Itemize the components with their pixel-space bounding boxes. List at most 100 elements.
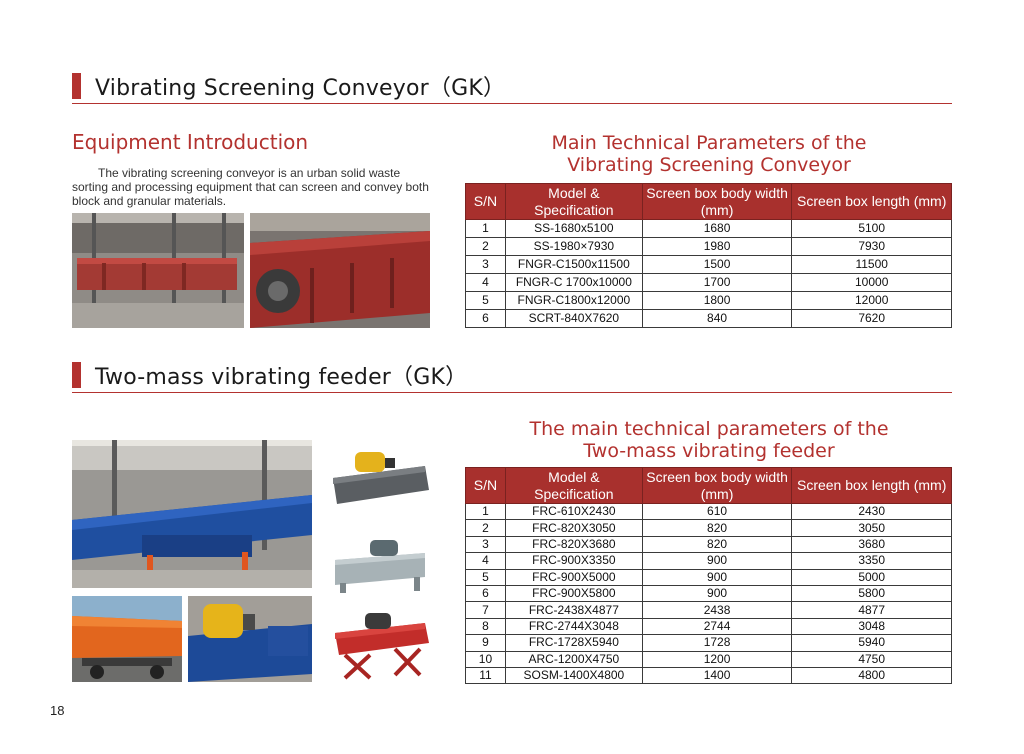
cell-model: FRC-900X5800 — [504, 584, 643, 603]
vibrating-feeder-photo-silver-unit — [330, 525, 430, 595]
cell-model: FRC-820X3680 — [504, 535, 643, 554]
cell-model: SCRT-840X7620 — [504, 309, 643, 328]
cell-model: FRC-1728X5940 — [504, 634, 643, 652]
section-divider — [72, 392, 952, 393]
cell-sn: 3 — [465, 535, 506, 554]
table-row: 2 FRC-820X3050 820 3050 — [465, 519, 952, 537]
cell-sn: 6 — [465, 584, 506, 603]
cell-model: FNGR-C 1700x10000 — [504, 273, 643, 292]
cell-width: 1980 — [641, 237, 793, 256]
table2-title-line2: Two-mass vibrating feeder — [583, 440, 835, 462]
cell-width: 840 — [641, 309, 793, 328]
cell-model: FNGR-C1500x11500 — [504, 255, 643, 274]
table-row: 6 FRC-900X5800 900 5800 — [465, 584, 952, 603]
cell-width: 900 — [641, 568, 793, 586]
cell-length: 5000 — [791, 568, 952, 586]
screening-conveyor-params-table: S/N Model & Specification Screen box bod… — [465, 183, 952, 328]
section-header-vibrating-feeder: Two-mass vibrating feeder（GK） — [72, 359, 467, 391]
cell-width: 820 — [641, 535, 793, 554]
section-accent-bar — [72, 73, 81, 99]
table-row: 3 FNGR-C1500x11500 1500 11500 — [465, 255, 952, 274]
cell-length: 3050 — [791, 519, 952, 537]
cell-sn: 7 — [465, 601, 506, 619]
cell-width: 1400 — [641, 666, 793, 685]
table-row: 2 SS-1980×7930 1980 7930 — [465, 237, 952, 256]
cell-width: 610 — [641, 502, 793, 521]
cell-width: 1680 — [641, 219, 793, 238]
cell-sn: 5 — [465, 568, 506, 586]
cell-model: FRC-2744X3048 — [504, 617, 643, 636]
section-divider — [72, 103, 952, 104]
cell-length: 5100 — [791, 219, 952, 238]
cell-length: 7930 — [791, 237, 952, 256]
section-title: Vibrating Screening Conveyor（GK） — [95, 76, 506, 101]
table-row: 6 SCRT-840X7620 840 7620 — [465, 309, 952, 328]
cell-width: 1500 — [641, 255, 793, 274]
cell-sn: 9 — [465, 634, 506, 652]
cell-sn: 1 — [465, 219, 506, 238]
table-row: 5 FNGR-C1800x12000 1800 12000 — [465, 291, 952, 310]
table-row: 5 FRC-900X5000 900 5000 — [465, 568, 952, 586]
cell-sn: 2 — [465, 237, 506, 256]
cell-sn: 2 — [465, 519, 506, 537]
table-row: 8 FRC-2744X3048 2744 3048 — [465, 617, 952, 636]
cell-width: 1728 — [641, 634, 793, 652]
table-row: 3 FRC-820X3680 820 3680 — [465, 535, 952, 554]
cell-width: 2744 — [641, 617, 793, 636]
cell-length: 4800 — [791, 666, 952, 685]
cell-length: 5800 — [791, 584, 952, 603]
cell-width: 2438 — [641, 601, 793, 619]
cell-width: 1700 — [641, 273, 793, 292]
cell-model: FRC-820X3050 — [504, 519, 643, 537]
table-row: 7 FRC-2438X4877 2438 4877 — [465, 601, 952, 619]
cell-model: FNGR-C1800x12000 — [504, 291, 643, 310]
cell-model: FRC-2438X4877 — [504, 601, 643, 619]
table-header-row: S/N Model & Specification Screen box bod… — [465, 467, 952, 504]
cell-sn: 1 — [465, 502, 506, 521]
vibrating-feeder-photo-workshop — [72, 440, 312, 588]
vibrating-feeder-photo-red-unit — [325, 603, 435, 683]
cell-sn: 4 — [465, 552, 506, 570]
cell-length: 4877 — [791, 601, 952, 619]
table-row: 9 FRC-1728X5940 1728 5940 — [465, 634, 952, 652]
cell-model: SOSM-1400X4800 — [504, 666, 643, 685]
table1-title: Main Technical Parameters of the Vibrati… — [466, 132, 952, 176]
cell-model: FRC-900X3350 — [504, 552, 643, 570]
cell-length: 3350 — [791, 552, 952, 570]
col-header-length: Screen box length (mm) — [791, 183, 952, 220]
section-header-screening-conveyor: Vibrating Screening Conveyor（GK） — [72, 70, 505, 102]
cell-sn: 5 — [465, 291, 506, 310]
cell-sn: 11 — [465, 666, 506, 685]
cell-model: ARC-1200X4750 — [504, 650, 643, 668]
col-header-width: Screen box body width (mm) — [641, 183, 793, 220]
vibrating-feeder-photo-grey-unit — [325, 438, 435, 513]
table1-title-line1: Main Technical Parameters of the — [551, 132, 867, 154]
cell-model: FRC-900X5000 — [504, 568, 643, 586]
col-header-sn: S/N — [465, 467, 506, 504]
cell-width: 1800 — [641, 291, 793, 310]
col-header-sn: S/N — [465, 183, 506, 220]
col-header-model: Model & Specification — [504, 467, 643, 504]
vibrating-feeder-photo-truck — [72, 596, 182, 682]
cell-width: 1200 — [641, 650, 793, 668]
cell-sn: 6 — [465, 309, 506, 328]
table-row: 4 FNGR-C 1700x10000 1700 10000 — [465, 273, 952, 292]
cell-length: 2430 — [791, 502, 952, 521]
table-row: 1 SS-1680x5100 1680 5100 — [465, 219, 952, 238]
vibrating-feeder-params-table: S/N Model & Specification Screen box bod… — [465, 467, 952, 685]
table1-title-line2: Vibrating Screening Conveyor — [567, 154, 851, 176]
cell-length: 11500 — [791, 255, 952, 274]
cell-model: SS-1680x5100 — [504, 219, 643, 238]
col-header-length: Screen box length (mm) — [791, 467, 952, 504]
table-row: 10 ARC-1200X4750 1200 4750 — [465, 650, 952, 668]
cell-width: 900 — [641, 584, 793, 603]
section-title: Two-mass vibrating feeder（GK） — [95, 365, 468, 390]
cell-sn: 10 — [465, 650, 506, 668]
cell-length: 3048 — [791, 617, 952, 636]
cell-length: 12000 — [791, 291, 952, 310]
table2-title: The main technical parameters of the Two… — [466, 418, 952, 462]
col-header-width: Screen box body width (mm) — [641, 467, 793, 504]
cell-sn: 4 — [465, 273, 506, 292]
cell-model: SS-1980×7930 — [504, 237, 643, 256]
section-accent-bar — [72, 362, 81, 388]
